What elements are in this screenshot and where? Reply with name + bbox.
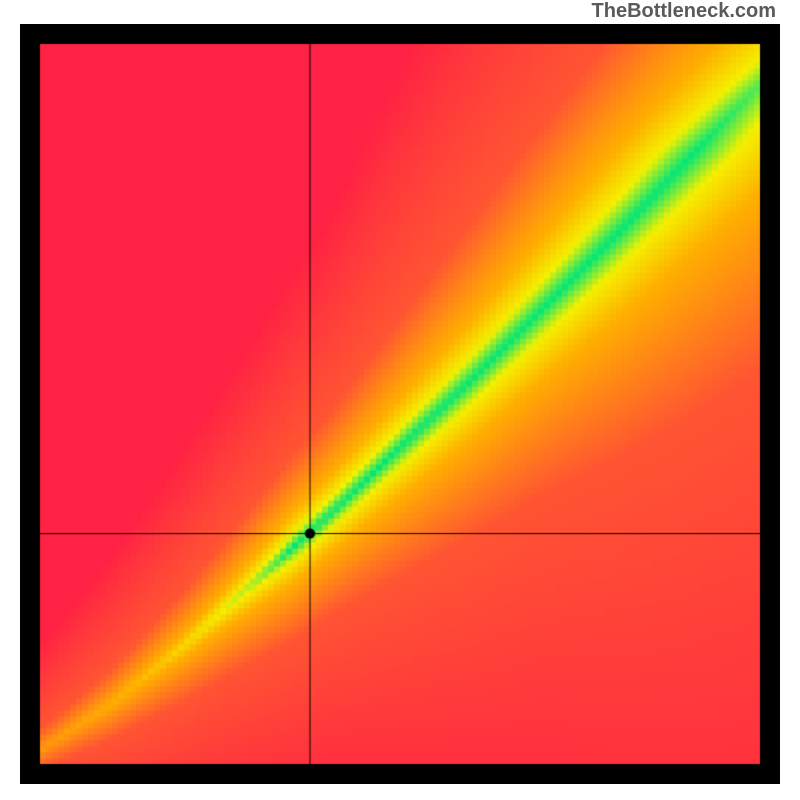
chart-container — [0, 24, 800, 800]
brand-label: TheBottleneck.com — [592, 0, 776, 22]
bottleneck-heatmap — [20, 24, 780, 784]
